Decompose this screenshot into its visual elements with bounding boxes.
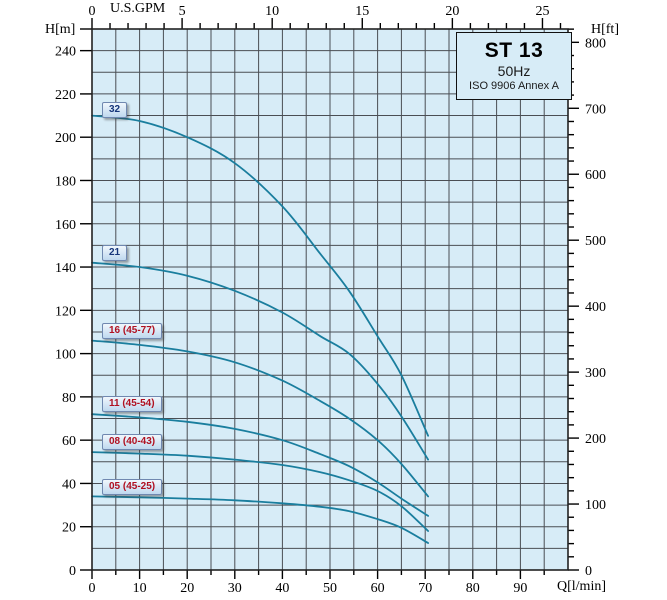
tick-label: 200 bbox=[585, 432, 606, 447]
tick-label: 120 bbox=[55, 304, 76, 319]
tick-label: 300 bbox=[585, 366, 606, 381]
tick-label: 15 bbox=[355, 4, 369, 19]
tick-label: 800 bbox=[585, 36, 606, 51]
curve-32 bbox=[91, 114, 429, 437]
tick-label: 80 bbox=[466, 581, 480, 596]
tick-label: 70 bbox=[418, 581, 432, 596]
tick-label: 220 bbox=[55, 88, 76, 103]
pump-frequency: 50Hz bbox=[497, 63, 531, 80]
tick-label: 0 bbox=[585, 564, 592, 579]
tick-label: 160 bbox=[55, 218, 76, 233]
tick-label: 500 bbox=[585, 234, 606, 249]
tick-label: 180 bbox=[55, 174, 76, 189]
curve-label-11: 11 (45-54) bbox=[101, 395, 162, 412]
tick-label: 20 bbox=[445, 4, 459, 19]
tick-label: 20 bbox=[62, 521, 76, 536]
curve-label-32: 32 bbox=[101, 102, 128, 119]
tick-label: 0 bbox=[89, 4, 96, 19]
tick-label: 20 bbox=[180, 581, 194, 596]
tick-label: 25 bbox=[535, 4, 549, 19]
tick-label: 10 bbox=[265, 4, 279, 19]
pump-model: ST 13 bbox=[484, 39, 544, 63]
bottom-axis-label: Q[l/min] bbox=[557, 579, 606, 594]
tick-label: 0 bbox=[89, 581, 96, 596]
curve-label-05: 05 (45-25) bbox=[101, 479, 163, 496]
test-standard: ISO 9906 Annex A bbox=[469, 80, 559, 93]
tick-label: 0 bbox=[69, 564, 76, 579]
left-axis-label: H[m] bbox=[45, 22, 76, 37]
right-axis-label: H[ft] bbox=[591, 22, 619, 37]
tick-label: 5 bbox=[179, 4, 186, 19]
tick-label: 100 bbox=[585, 498, 606, 513]
tick-label: 60 bbox=[62, 434, 76, 449]
tick-label: 80 bbox=[62, 391, 76, 406]
tick-label: 140 bbox=[55, 261, 76, 276]
curve-11 bbox=[91, 413, 429, 517]
top-axis-label: U.S.GPM bbox=[110, 1, 166, 16]
tick-label: 600 bbox=[585, 168, 606, 183]
curve-08 bbox=[91, 451, 429, 532]
title-box: ST 13 50Hz ISO 9906 Annex A bbox=[456, 32, 572, 100]
pump-curves bbox=[91, 114, 429, 544]
tick-label: 60 bbox=[371, 581, 385, 596]
tick-label: 30 bbox=[228, 581, 242, 596]
tick-label: 400 bbox=[585, 300, 606, 315]
tick-labels: 0 10 20 30 40 50 60 70 80 90 0 5 10 15 20 25 0 20 40 60 80 10… bbox=[55, 4, 606, 596]
plot-border bbox=[91, 28, 569, 571]
axis-ticks bbox=[80, 18, 579, 579]
curve-label-16: 16 (45-77) bbox=[101, 323, 163, 340]
curve-16 bbox=[91, 339, 429, 498]
curve-label-08: 08 (40-43) bbox=[101, 434, 163, 451]
tick-label: 100 bbox=[55, 348, 76, 363]
curve-05 bbox=[91, 495, 429, 544]
tick-label: 200 bbox=[55, 131, 76, 146]
curve-21 bbox=[91, 261, 429, 461]
tick-label: 40 bbox=[275, 581, 289, 596]
curve-label-21: 21 bbox=[101, 245, 128, 262]
tick-label: 90 bbox=[513, 581, 527, 596]
grid-lines bbox=[92, 29, 568, 570]
tick-label: 40 bbox=[62, 477, 76, 492]
tick-label: 240 bbox=[55, 45, 76, 60]
tick-label: 50 bbox=[323, 581, 337, 596]
tick-label: 700 bbox=[585, 102, 606, 117]
tick-label: 10 bbox=[133, 581, 147, 596]
